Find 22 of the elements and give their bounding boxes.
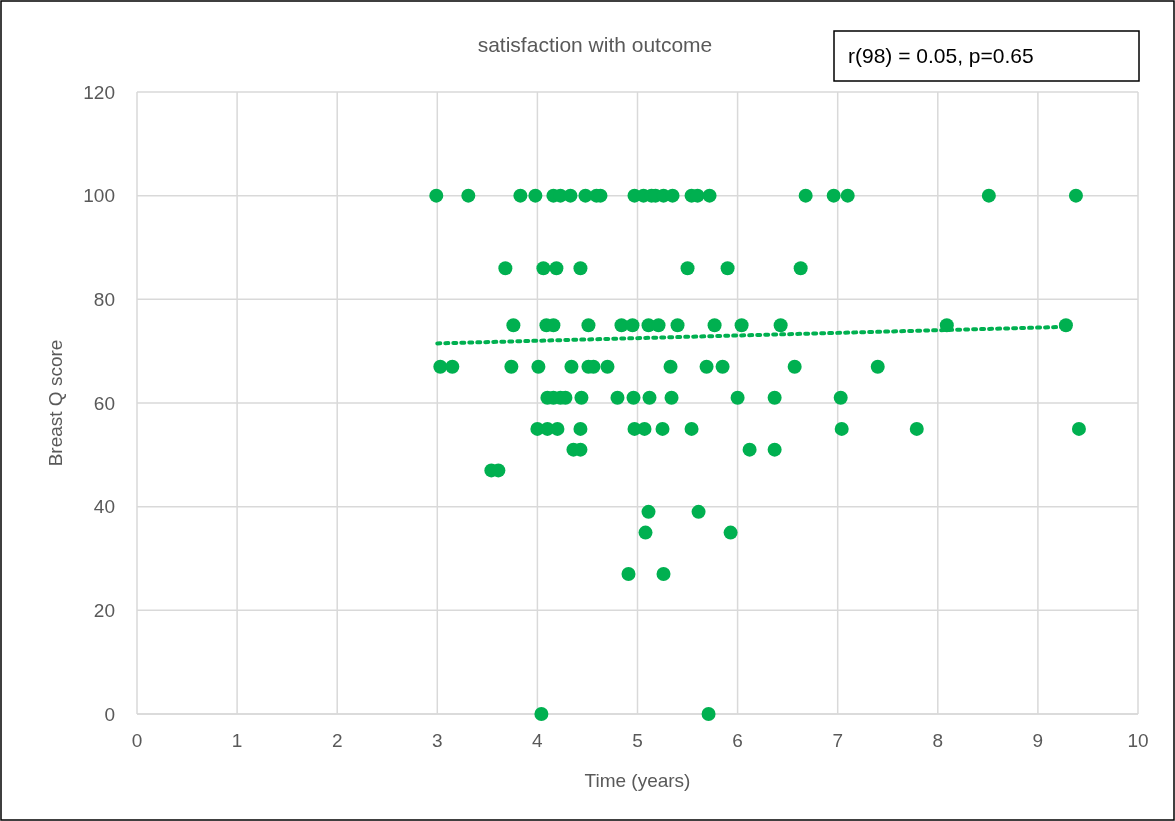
y-axis-title: Breast Q score [45,339,66,467]
x-axis-title: Time (years) [584,770,691,791]
x-tick-label: 3 [432,730,443,751]
chart-title: satisfaction with outcome [477,33,713,56]
x-tick-label: 1 [231,730,243,751]
x-tick-label: 10 [1127,730,1149,751]
x-tick-label: 4 [532,730,544,751]
x-tick-label: 0 [131,730,143,751]
y-tick-label: 60 [93,392,115,414]
text: r(98) = 0.05, p=0.65 [848,44,1034,68]
y-tick-label: 80 [93,288,115,310]
x-tick-label: 7 [832,730,843,751]
x-tick-label: 9 [1032,730,1044,751]
y-tick-label: 120 [83,81,115,103]
x-tick-label: 8 [932,730,944,751]
y-tick-label: 40 [93,496,115,518]
x-tick-label: 5 [632,730,643,751]
x-tick-label: 6 [732,730,743,751]
y-tick-label: 0 [104,703,115,725]
x-tick-label: 2 [331,730,343,751]
y-tick-label: 20 [93,599,115,621]
y-tick-label: 100 [83,185,115,207]
